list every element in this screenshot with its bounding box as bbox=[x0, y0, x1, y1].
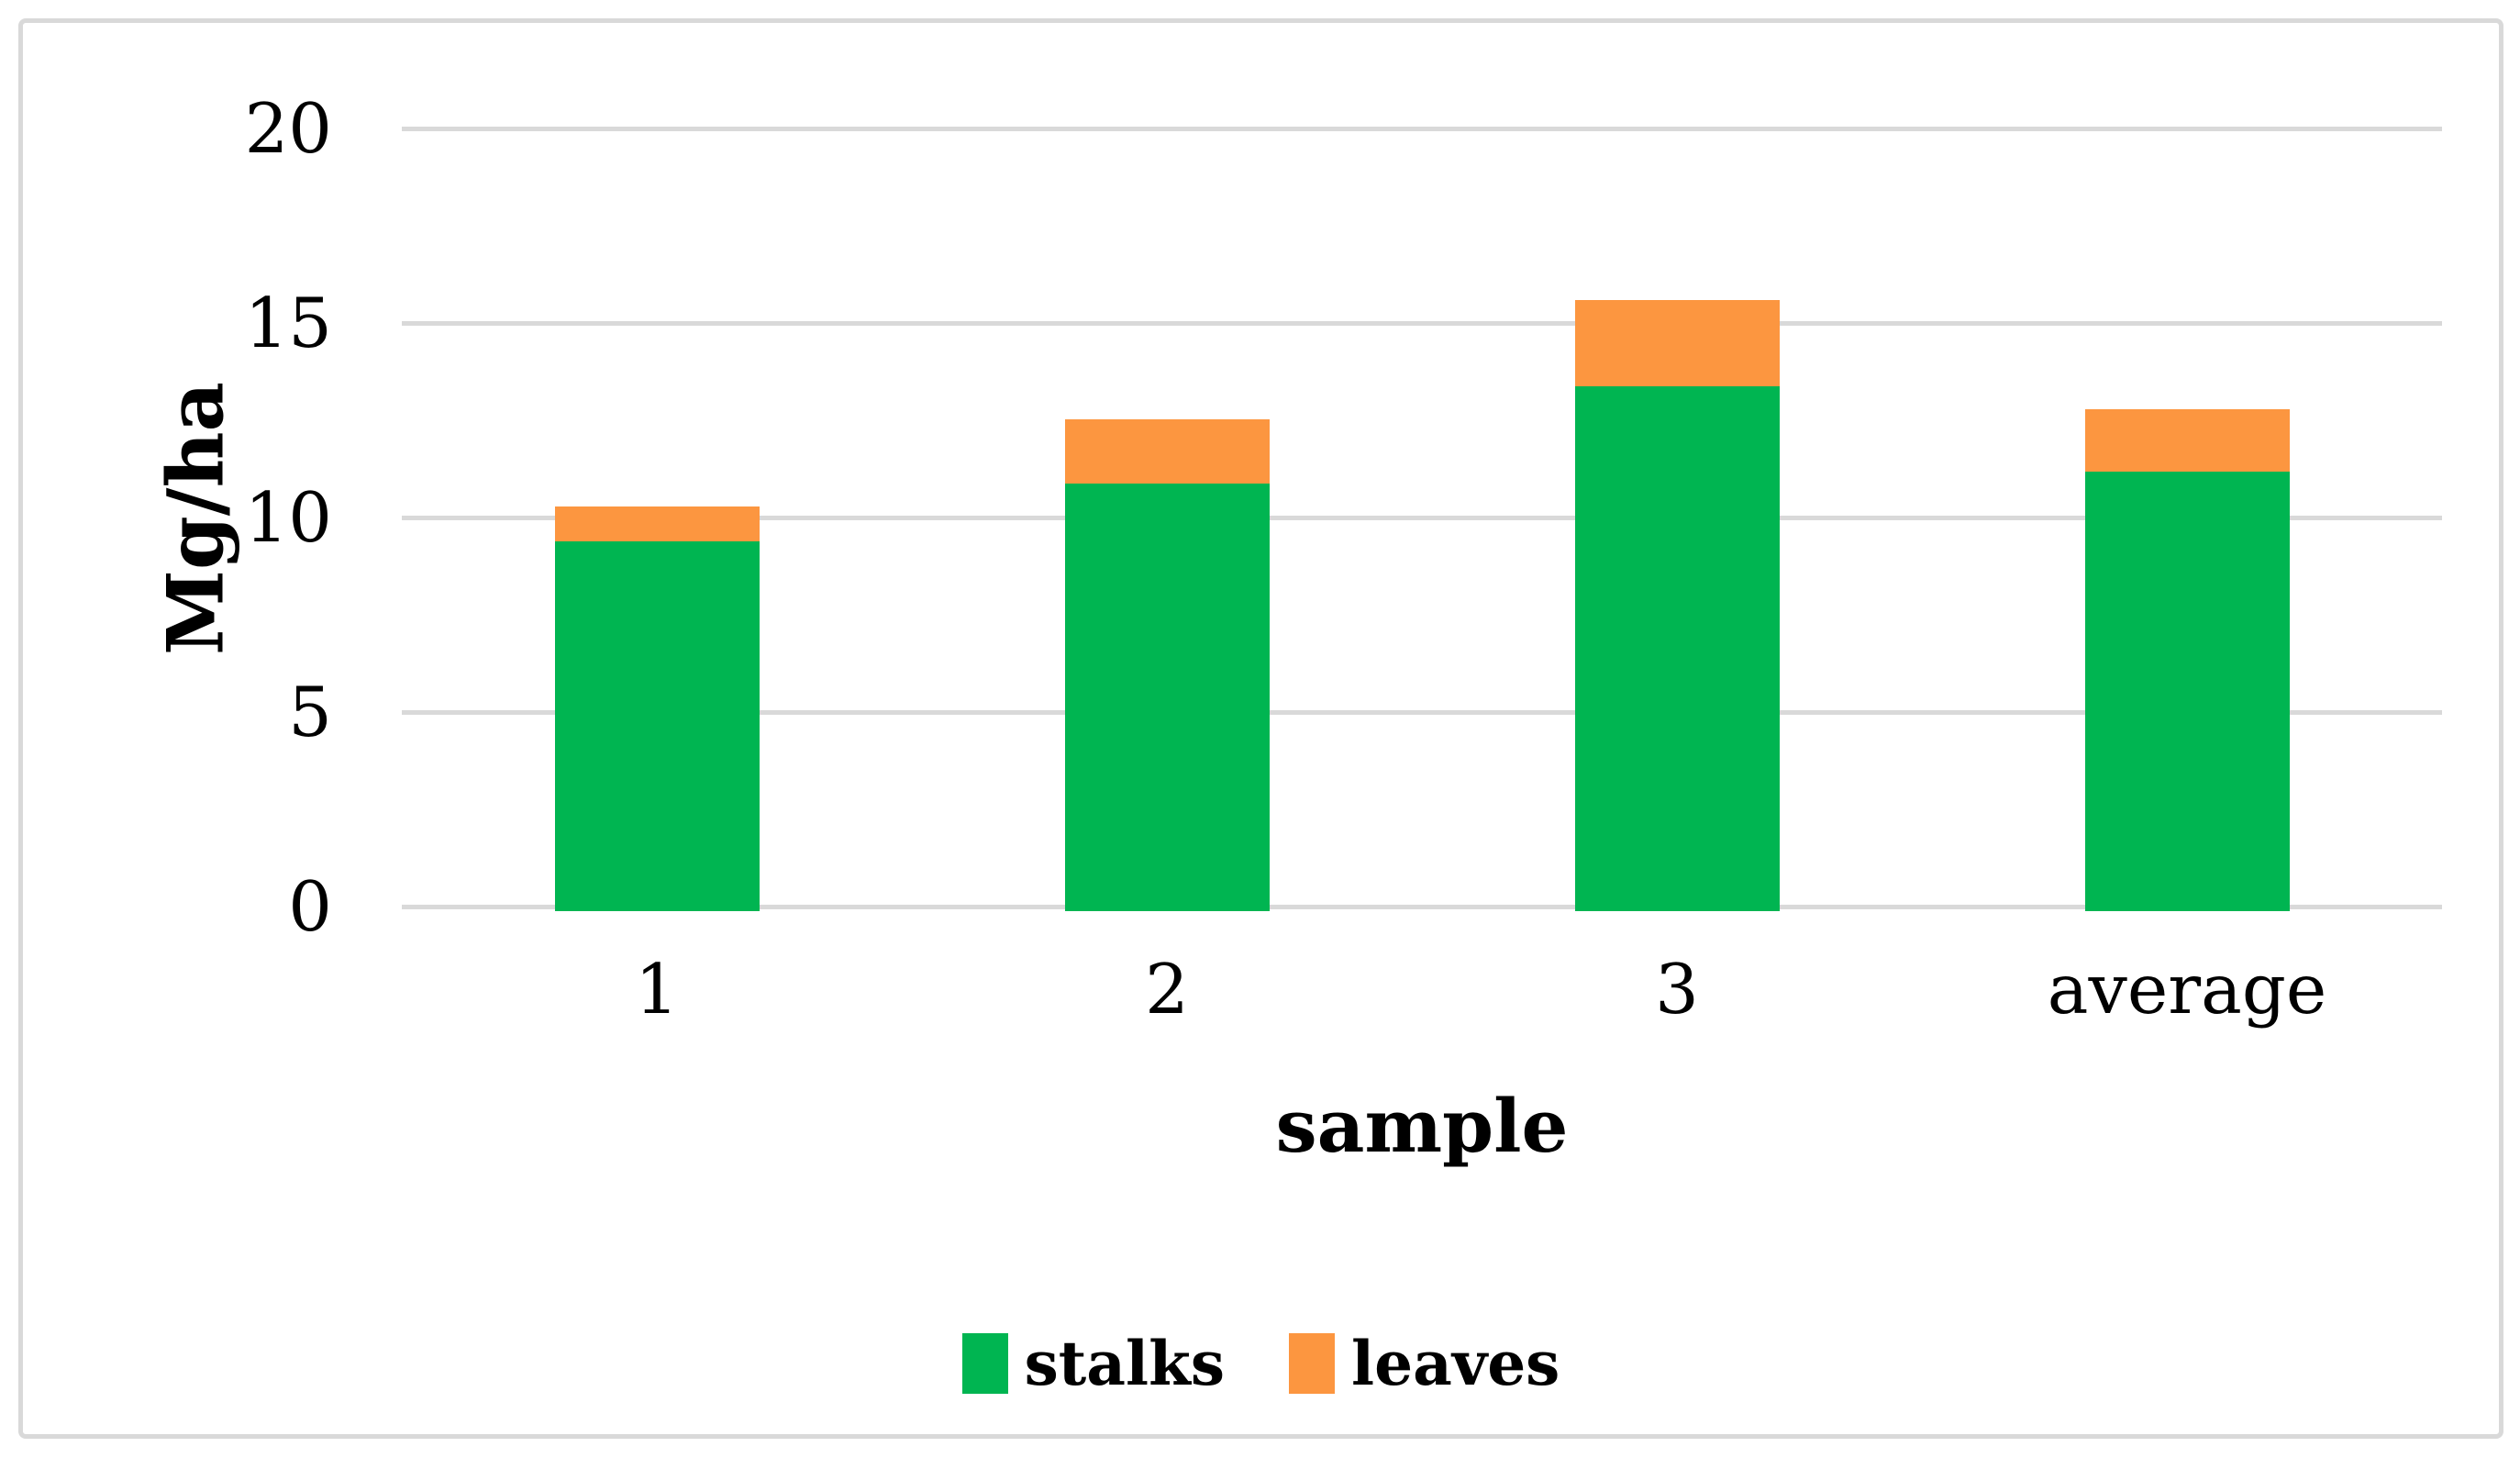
legend: stalks leaves bbox=[23, 1333, 2499, 1394]
bar-average-segment-leaves bbox=[2084, 409, 2290, 472]
y-tick-label-20: 20 bbox=[244, 88, 332, 169]
y-tick-label-15: 15 bbox=[244, 283, 332, 363]
bar-2 bbox=[1064, 418, 1270, 911]
legend-item-leaves: leaves bbox=[1289, 1333, 1560, 1394]
bar-average bbox=[2084, 409, 2290, 911]
x-tick-label-average: average bbox=[2047, 949, 2327, 1030]
x-axis-title: sample bbox=[1275, 1083, 1569, 1169]
y-tick-label-5: 5 bbox=[288, 672, 332, 752]
bar-1-segment-stalks bbox=[554, 541, 760, 911]
x-tick-label-1: 1 bbox=[635, 949, 679, 1030]
legend-swatch-stalks bbox=[961, 1333, 1008, 1394]
x-tick-label-2: 2 bbox=[1145, 949, 1189, 1030]
gridline-y-10 bbox=[402, 516, 2442, 520]
legend-swatch-leaves bbox=[1289, 1333, 1336, 1394]
y-axis-title: Mg/ha bbox=[150, 382, 241, 655]
gridline-y-5 bbox=[402, 710, 2442, 715]
x-tick-label-3: 3 bbox=[1655, 949, 1699, 1030]
bar-2-segment-leaves bbox=[1064, 418, 1270, 484]
gridline-y-0 bbox=[402, 905, 2442, 909]
y-tick-label-0: 0 bbox=[288, 866, 332, 947]
bar-3-segment-leaves bbox=[1574, 300, 1780, 386]
gridline-y-20 bbox=[402, 127, 2442, 131]
bar-average-segment-stalks bbox=[2084, 471, 2290, 911]
bar-1-segment-leaves bbox=[554, 506, 760, 542]
legend-label-stalks: stalks bbox=[1024, 1328, 1226, 1399]
gridline-y-15 bbox=[402, 321, 2442, 326]
legend-item-stalks: stalks bbox=[961, 1328, 1226, 1399]
y-tick-label-10: 10 bbox=[244, 477, 332, 558]
chart-border-frame: 0 5 10 15 20 Mg/ha 1 2 3 average sample stalks l… bbox=[18, 18, 2503, 1439]
plot-area bbox=[402, 127, 2442, 911]
bar-3-segment-stalks bbox=[1574, 385, 1780, 911]
legend-label-leaves: leaves bbox=[1351, 1328, 1560, 1399]
bar-1 bbox=[554, 506, 760, 911]
bar-3 bbox=[1574, 300, 1780, 911]
bar-2-segment-stalks bbox=[1064, 483, 1270, 911]
